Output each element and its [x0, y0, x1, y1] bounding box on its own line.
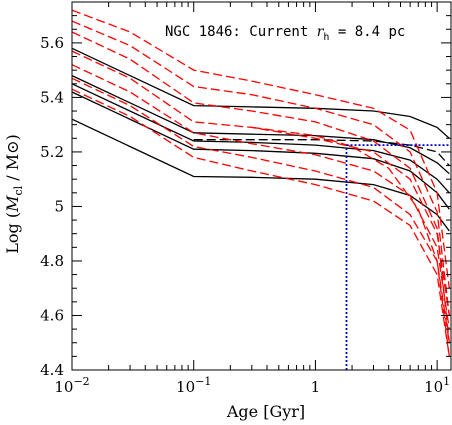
series-line-4	[72, 91, 450, 210]
y-axis-title: Log (Mcl / M⊙)	[3, 134, 25, 254]
series-line-14	[251, 126, 450, 357]
y-axis-title-symbol: M	[3, 195, 22, 213]
annotation-prefix: NGC 1846: Current	[165, 24, 317, 40]
chart-annotation: NGC 1846: Current rh = 8.4 pc	[165, 24, 405, 43]
x-tick-label-1: 10−2	[54, 375, 89, 396]
y-tick-label-7: 5.6	[40, 34, 64, 52]
y-tick-label-6: 5.4	[40, 88, 64, 106]
y-tick-label-2: 4.6	[40, 306, 64, 324]
series-line-3	[72, 83, 450, 194]
series-line-6	[193, 139, 450, 167]
y-tick-label-1: 4.4	[40, 361, 64, 379]
series-line-11	[72, 64, 450, 330]
series-line-9	[72, 31, 450, 343]
annotation-subscript: h	[323, 32, 329, 43]
series-line-13	[72, 88, 450, 357]
y-axis-title-prefix: Log (	[3, 212, 22, 254]
annotation-suffix: = 8.4 pc	[329, 24, 405, 40]
series-line-8	[72, 20, 450, 316]
series-line-5	[72, 118, 450, 232]
y-tick-label-3: 4.8	[40, 252, 64, 270]
y-tick-label-4: 5	[54, 197, 64, 215]
axis-frame-layer	[71, 1, 452, 371]
x-tick-label-3: 1	[311, 378, 321, 396]
series-line-7	[72, 9, 450, 289]
series-line-2	[72, 75, 450, 175]
series-line-1	[72, 47, 450, 139]
y-tick-label-5: 5.2	[40, 143, 64, 161]
series-line-10	[72, 50, 450, 316]
y-axis-title-subscript: cl	[12, 185, 25, 195]
annotation-symbol: r	[317, 24, 325, 40]
tick-layer: 10−2 10−1 1 101 4.4 4.6 4.8 5 5.2 5.4 5.6	[40, 1, 451, 396]
x-axis-title: Age [Gyr]	[226, 402, 305, 421]
plot-area	[72, 9, 451, 370]
x-tick-label-4: 101	[424, 375, 450, 396]
series-line-12	[72, 77, 450, 343]
axes-frame	[71, 1, 452, 371]
x-tick-label-2: 10−1	[176, 375, 211, 396]
y-axis-title-suffix: / M⊙)	[3, 134, 22, 186]
